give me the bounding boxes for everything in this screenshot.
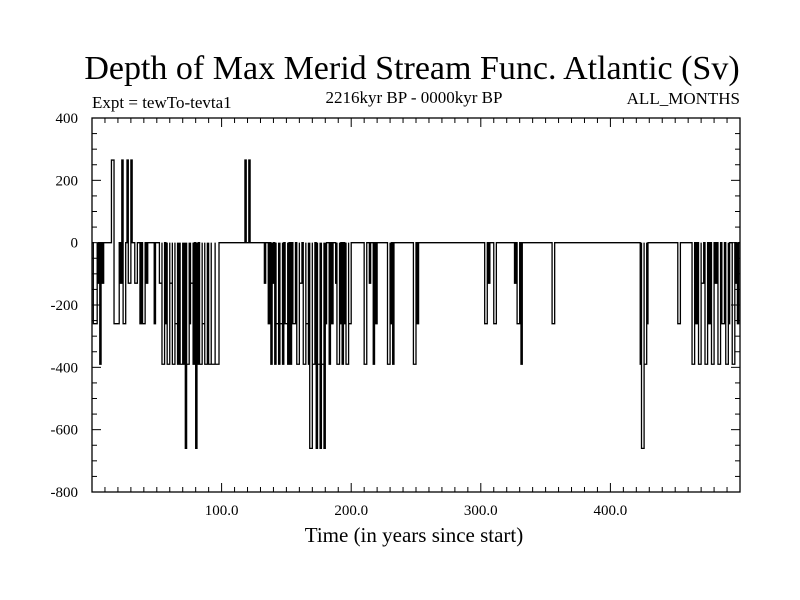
plot-frame: [91, 117, 741, 493]
y-tick-labels: 400 200 0 -200 -400 -600 -800: [51, 111, 79, 501]
period-label: 2216kyr BP - 0000kyr BP: [326, 88, 503, 107]
y-tick-label: 400: [56, 111, 79, 127]
y-tick-label: -800: [51, 485, 79, 501]
x-tick-label: 400.0: [594, 503, 628, 519]
months-label: ALL_MONTHS: [627, 89, 740, 108]
chart-title: Depth of Max Merid Stream Func. Atlantic…: [84, 50, 739, 87]
x-tick-label: 200.0: [334, 503, 368, 519]
y-tick-label: -200: [51, 298, 79, 314]
x-tick-label: 300.0: [464, 503, 498, 519]
x-tick-label: 100.0: [205, 503, 239, 519]
y-tick-label: -600: [51, 423, 79, 439]
x-tick-labels: 100.0 200.0 300.0 400.0: [205, 503, 628, 519]
y-tick-label: -400: [51, 360, 79, 376]
series-line: [92, 159, 740, 450]
y-tick-label: 0: [71, 236, 79, 252]
x-axis-label: Time (in years since start): [305, 523, 524, 547]
y-tick-label: 200: [56, 173, 79, 189]
experiment-label: Expt = tewTo-tevta1: [92, 93, 232, 112]
